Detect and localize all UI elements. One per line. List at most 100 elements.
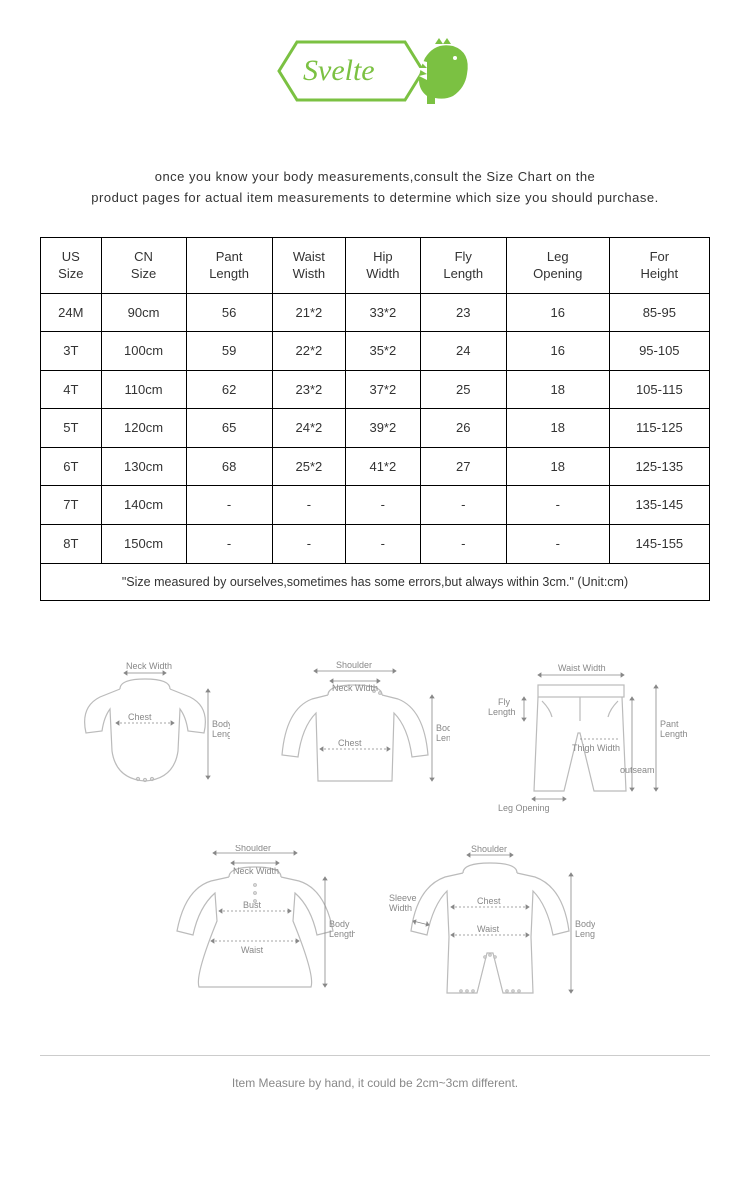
svg-text:BodyLength: BodyLength — [575, 919, 595, 939]
svg-text:Neck Width: Neck Width — [233, 866, 279, 876]
table-cell: 68 — [186, 447, 272, 486]
svg-text:FlyLength: FlyLength — [488, 697, 516, 717]
table-cell: - — [506, 524, 609, 563]
table-cell: - — [346, 524, 421, 563]
table-cell: 95-105 — [609, 332, 709, 371]
table-cell: 56 — [186, 293, 272, 332]
table-cell: 25*2 — [272, 447, 345, 486]
svg-text:BodyLength: BodyLength — [436, 723, 450, 743]
table-header-row: USSizeCNSizePantLengthWaistWisthHipWidth… — [41, 237, 710, 293]
table-row: 5T120cm6524*239*22618115-125 — [41, 409, 710, 448]
svg-text:Bust: Bust — [243, 900, 262, 910]
svg-text:outseam: outseam — [620, 765, 655, 775]
bottom-note: Item Measure by hand, it could be 2cm~3c… — [40, 1055, 710, 1090]
table-cell: - — [272, 524, 345, 563]
table-cell: 23*2 — [272, 370, 345, 409]
table-row: 24M90cm5621*233*2231685-95 — [41, 293, 710, 332]
svg-text:PantLength: PantLength — [660, 719, 688, 739]
table-cell: 115-125 — [609, 409, 709, 448]
diagram-romper: Shoulder SleeveWidth Chest Waist BodyLen… — [385, 845, 595, 1015]
table-cell: 140cm — [101, 486, 186, 525]
diagram-top: Shoulder Neck Width Chest BodyLength — [260, 661, 450, 811]
svg-text:Shoulder: Shoulder — [336, 661, 372, 670]
table-cell: 62 — [186, 370, 272, 409]
svg-text:Neck Width: Neck Width — [332, 683, 378, 693]
svg-text:Waist: Waist — [241, 945, 264, 955]
table-cell: 26 — [420, 409, 506, 448]
table-cell: 18 — [506, 370, 609, 409]
table-cell: - — [506, 486, 609, 525]
table-cell: 18 — [506, 409, 609, 448]
table-cell: 145-155 — [609, 524, 709, 563]
table-cell: 8T — [41, 524, 102, 563]
table-cell: 4T — [41, 370, 102, 409]
table-cell: 22*2 — [272, 332, 345, 371]
table-cell: 18 — [506, 447, 609, 486]
dinosaur-icon — [417, 38, 468, 104]
column-header: CNSize — [101, 237, 186, 293]
svg-text:Shoulder: Shoulder — [235, 845, 271, 853]
svg-text:SleeveWidth: SleeveWidth — [389, 893, 417, 913]
column-header: ForHeight — [609, 237, 709, 293]
logo-text: Svelte — [303, 54, 375, 87]
table-row: 3T100cm5922*235*2241695-105 — [41, 332, 710, 371]
table-cell: 7T — [41, 486, 102, 525]
table-cell: 105-115 — [609, 370, 709, 409]
table-cell: 27 — [420, 447, 506, 486]
column-header: PantLength — [186, 237, 272, 293]
table-cell: 33*2 — [346, 293, 421, 332]
column-header: USSize — [41, 237, 102, 293]
svg-text:BodyLength: BodyLength — [212, 719, 230, 739]
table-cell: 90cm — [101, 293, 186, 332]
table-cell: 5T — [41, 409, 102, 448]
table-row: 7T140cm-----135-145 — [41, 486, 710, 525]
table-footnote: "Size measured by ourselves,sometimes ha… — [41, 563, 710, 601]
table-cell: 135-145 — [609, 486, 709, 525]
svg-text:Chest: Chest — [338, 738, 362, 748]
table-cell: 21*2 — [272, 293, 345, 332]
table-cell: 120cm — [101, 409, 186, 448]
svg-text:Waist Width: Waist Width — [558, 663, 606, 673]
column-header: LegOpening — [506, 237, 609, 293]
table-cell: 24 — [420, 332, 506, 371]
table-cell: 25 — [420, 370, 506, 409]
brand-logo: Svelte — [40, 30, 710, 117]
svg-text:Thigh Width: Thigh Width — [572, 743, 620, 753]
svg-text:BodyLength: BodyLength — [329, 919, 355, 939]
table-cell: - — [420, 486, 506, 525]
svg-text:Neck Width: Neck Width — [126, 661, 172, 671]
table-cell: 24*2 — [272, 409, 345, 448]
table-cell: 125-135 — [609, 447, 709, 486]
table-cell: - — [420, 524, 506, 563]
table-footnote-row: "Size measured by ourselves,sometimes ha… — [41, 563, 710, 601]
table-cell: 59 — [186, 332, 272, 371]
table-cell: 85-95 — [609, 293, 709, 332]
measurement-diagrams: Neck Width Chest BodyLength Shoulder — [40, 661, 710, 1015]
column-header: WaistWisth — [272, 237, 345, 293]
svg-text:Waist: Waist — [477, 924, 500, 934]
table-cell: 3T — [41, 332, 102, 371]
table-cell: - — [346, 486, 421, 525]
diagram-dress: Shoulder Neck Width Bust Waist BodyLengt… — [155, 845, 355, 1015]
svg-text:Chest: Chest — [477, 896, 501, 906]
table-cell: - — [186, 486, 272, 525]
column-header: HipWidth — [346, 237, 421, 293]
table-cell: 110cm — [101, 370, 186, 409]
table-cell: 65 — [186, 409, 272, 448]
intro-line-1: once you know your body measurements,con… — [155, 169, 596, 184]
table-cell: 100cm — [101, 332, 186, 371]
table-cell: 23 — [420, 293, 506, 332]
table-cell: - — [272, 486, 345, 525]
size-chart-table: USSizeCNSizePantLengthWaistWisthHipWidth… — [40, 237, 710, 602]
table-row: 6T130cm6825*241*22718125-135 — [41, 447, 710, 486]
table-cell: 16 — [506, 293, 609, 332]
table-cell: 6T — [41, 447, 102, 486]
diagram-onesie: Neck Width Chest BodyLength — [60, 661, 230, 811]
intro-text: once you know your body measurements,con… — [40, 167, 710, 209]
table-cell: 41*2 — [346, 447, 421, 486]
column-header: FlyLength — [420, 237, 506, 293]
svg-text:Leg Opening: Leg Opening — [498, 803, 550, 813]
table-cell: 24M — [41, 293, 102, 332]
table-cell: - — [186, 524, 272, 563]
table-cell: 150cm — [101, 524, 186, 563]
